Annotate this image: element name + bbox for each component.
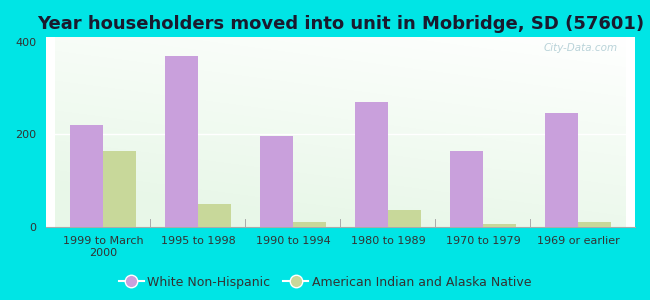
Bar [450,152,483,227]
Bar [198,204,231,227]
Bar [355,102,388,227]
Bar [164,56,198,227]
Bar [103,152,136,227]
Bar [259,136,293,227]
Text: City-Data.com: City-Data.com [543,43,618,53]
Bar [578,222,611,227]
Bar [545,112,578,227]
Title: Year householders moved into unit in Mobridge, SD (57601): Year householders moved into unit in Mob… [37,15,644,33]
Bar [483,224,516,227]
Bar [70,125,103,227]
Legend: White Non-Hispanic, American Indian and Alaska Native: White Non-Hispanic, American Indian and … [114,271,536,294]
Bar [293,222,326,227]
Bar [388,210,421,227]
